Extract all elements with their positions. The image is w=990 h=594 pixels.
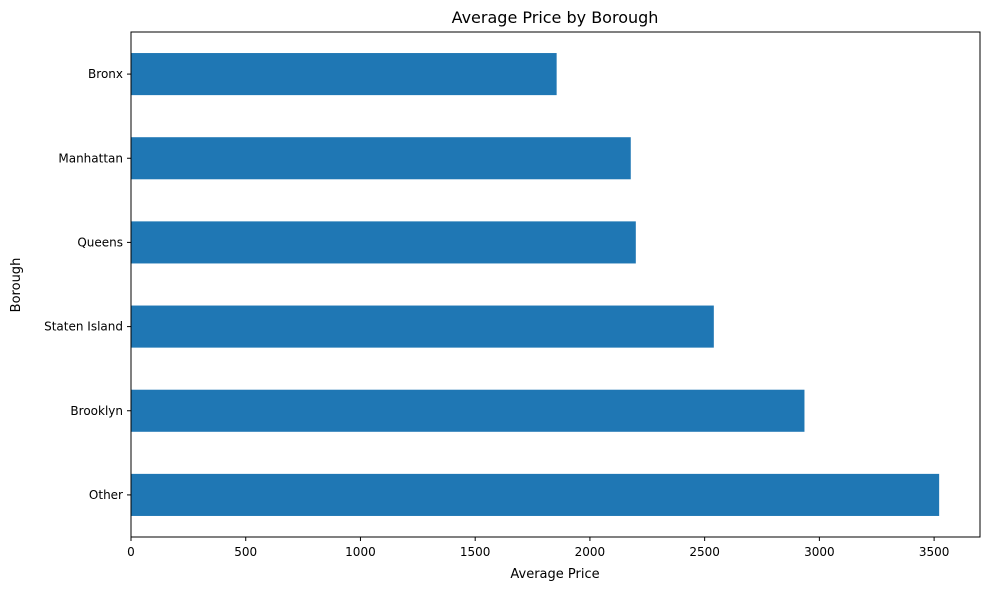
y-tick-label: Manhattan [58,151,123,165]
y-tick-label: Staten Island [44,320,123,334]
chart-title: Average Price by Borough [452,8,659,27]
bars-group [131,53,940,516]
bar-other [131,473,940,516]
x-axis-label: Average Price [510,567,599,582]
x-tick-label: 2500 [689,545,720,559]
bar-bronx [131,53,557,96]
x-tick-group: 0 500 1000 1500 2000 2500 3000 3500 [127,537,949,559]
y-tick-label: Bronx [88,67,123,81]
bar-staten-island [131,305,714,348]
x-tick-label: 1000 [345,545,376,559]
y-tick-label: Queens [77,235,123,249]
x-tick-label: 500 [234,545,257,559]
y-tick-group: Bronx Manhattan Queens Staten Island Brookly… [44,67,131,502]
y-tick-label: Brooklyn [70,404,123,418]
y-axis-label: Borough [9,258,24,313]
x-tick-label: 2000 [575,545,606,559]
y-tick-label: Other [89,488,123,502]
plot-frame [130,31,981,538]
x-tick-label: 3500 [919,545,950,559]
bar-brooklyn [131,389,805,432]
x-tick-label: 3000 [804,545,835,559]
x-tick-label: 0 [127,545,135,559]
bar-manhattan [131,137,631,180]
x-tick-label: 1500 [460,545,491,559]
bar-queens [131,221,636,264]
